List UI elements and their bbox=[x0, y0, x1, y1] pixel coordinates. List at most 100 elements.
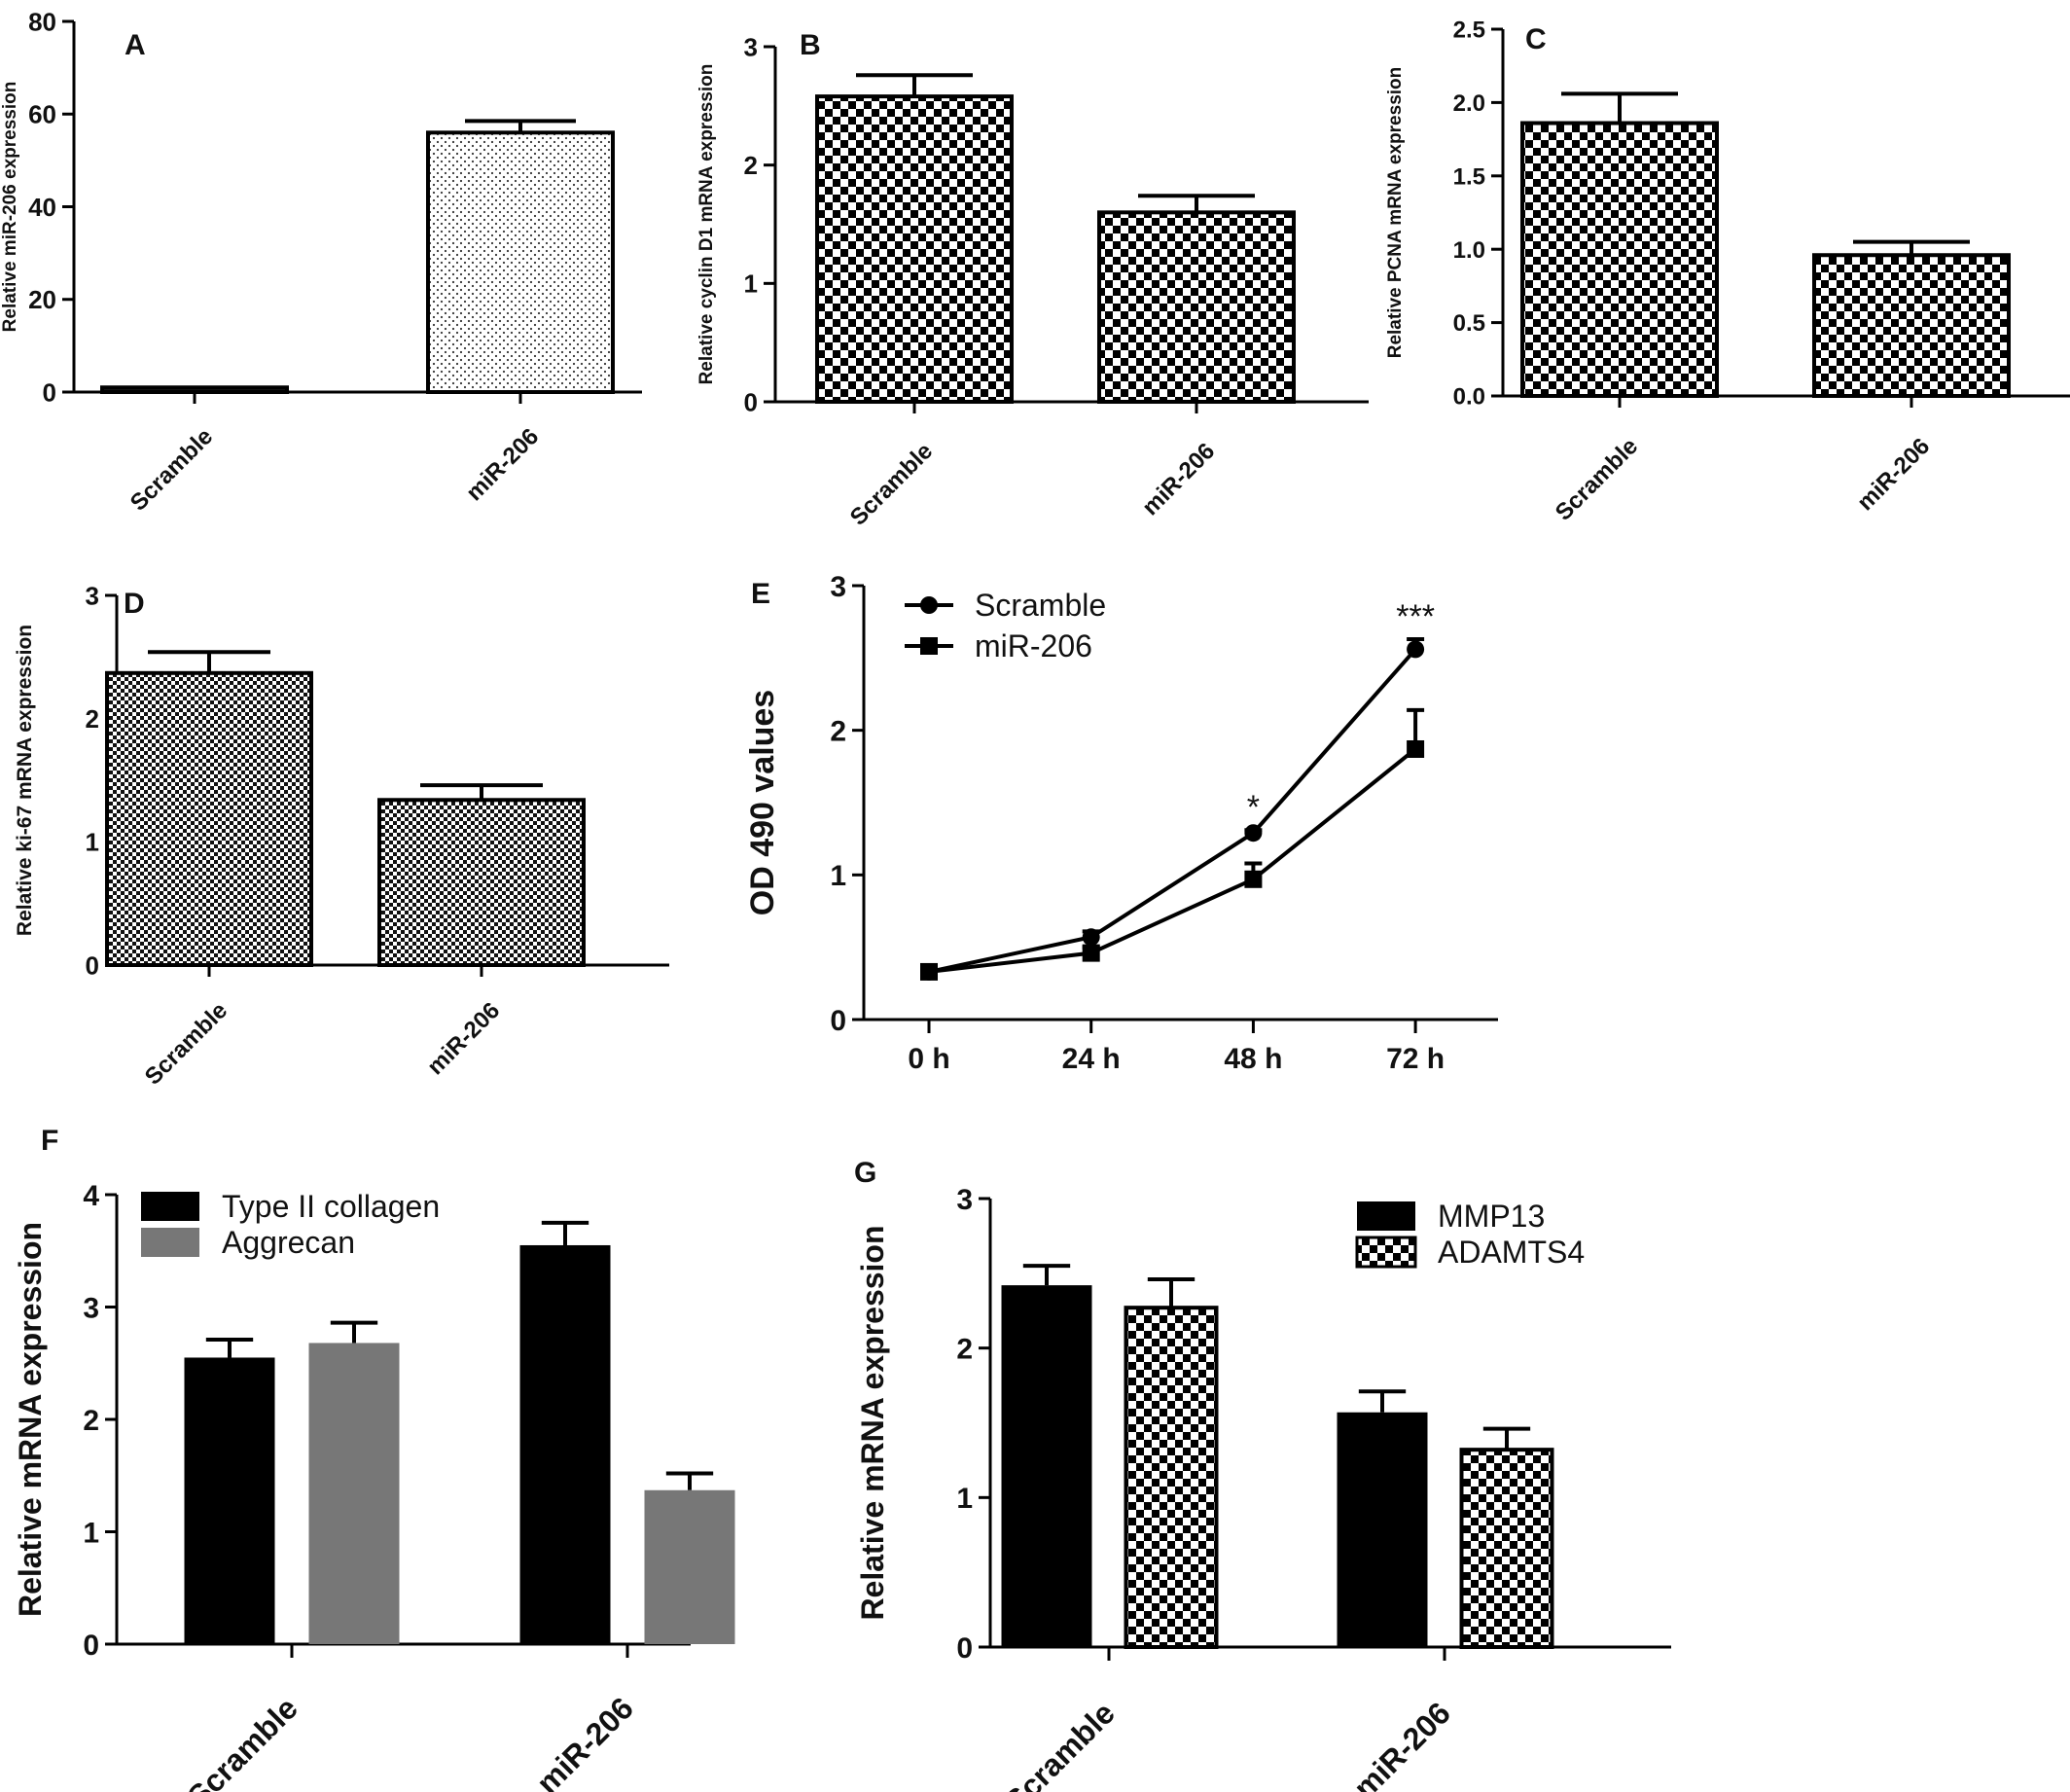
x-category-label: miR-206 bbox=[1137, 438, 1220, 520]
data-point bbox=[1244, 824, 1263, 842]
data-point bbox=[1244, 870, 1263, 888]
panel-c: C 0.0 0.5 1.0 1.5 2.0 2.5 Relative PCNA mRNA ex… bbox=[1385, 18, 2070, 526]
x-tick-label: 24 h bbox=[1062, 1043, 1121, 1075]
x-tick-label: 72 h bbox=[1386, 1043, 1445, 1075]
data-point bbox=[920, 962, 938, 981]
y-tick-label: 0 bbox=[43, 377, 56, 407]
x-category-label: Scramble bbox=[845, 438, 939, 531]
y-tick-label: 1.0 bbox=[1453, 237, 1485, 264]
bar-aggrecan bbox=[308, 1343, 400, 1644]
panel-letter: A bbox=[125, 29, 146, 61]
x-tick-label: 0 h bbox=[908, 1043, 949, 1075]
data-point bbox=[1082, 928, 1100, 947]
y-tick-label: 0 bbox=[744, 387, 758, 416]
y-tick-label: 0.5 bbox=[1453, 310, 1485, 337]
y-tick-label: 1 bbox=[83, 1517, 99, 1549]
y-tick-label: 0 bbox=[956, 1632, 973, 1665]
y-tick-label: 1 bbox=[744, 269, 758, 299]
y-tick-label: 3 bbox=[830, 571, 846, 603]
x-category-label: miR-206 bbox=[1852, 433, 1935, 516]
data-point bbox=[1082, 944, 1100, 962]
y-axis-label: Relative cyclin D1 mRNA expression bbox=[696, 64, 717, 385]
y-tick-label: 2 bbox=[830, 715, 846, 747]
bar-adamts4 bbox=[1459, 1448, 1554, 1650]
x-category-label: Scramble bbox=[1551, 433, 1644, 526]
panel-d: D 0 1 2 3 Relative ki-67 mRNA expression Scram… bbox=[14, 581, 669, 1091]
legend-marker bbox=[920, 596, 938, 614]
data-point bbox=[1407, 739, 1425, 758]
legend-swatch bbox=[1355, 1236, 1417, 1269]
x-category-label: miR-206 bbox=[1346, 1695, 1456, 1792]
bar-mmp13 bbox=[1337, 1412, 1428, 1647]
y-axis-label: Relative mRNA expression bbox=[13, 1222, 48, 1617]
y-tick-label: 0.0 bbox=[1453, 384, 1485, 411]
significance-marker: * bbox=[1247, 789, 1260, 826]
series-line-scramble bbox=[928, 648, 1417, 974]
y-tick-label: 60 bbox=[28, 100, 56, 129]
y-tick-label: 80 bbox=[28, 7, 56, 36]
x-category-label: miR-206 bbox=[422, 997, 505, 1080]
bar bbox=[1097, 210, 1296, 404]
bar bbox=[815, 94, 1014, 404]
y-tick-label: 1.5 bbox=[1453, 163, 1485, 190]
y-axis-label: Relative mRNA expression bbox=[855, 1225, 890, 1620]
legend-marker bbox=[920, 637, 938, 655]
panel-b: B 0 1 2 3 Relative cyclin D1 mRNA expression S… bbox=[696, 29, 1369, 531]
x-tick-label: 48 h bbox=[1224, 1043, 1282, 1075]
bar-mmp13 bbox=[1001, 1285, 1092, 1647]
y-tick-label: 3 bbox=[83, 1292, 99, 1324]
panel-letter: C bbox=[1525, 23, 1547, 55]
legend-label: Type II collagen bbox=[222, 1189, 440, 1224]
y-axis-label: Relative PCNA mRNA expression bbox=[1385, 67, 1406, 359]
data-point bbox=[1407, 640, 1425, 659]
legend-label: miR-206 bbox=[975, 628, 1092, 663]
y-tick-label: 20 bbox=[28, 285, 56, 314]
x-category-label: miR-206 bbox=[461, 423, 544, 506]
significance-marker: *** bbox=[1396, 598, 1435, 635]
legend-swatch bbox=[141, 1192, 199, 1221]
y-tick-label: 2.0 bbox=[1453, 90, 1485, 117]
legend-label: Aggrecan bbox=[222, 1225, 355, 1260]
bar bbox=[426, 130, 615, 395]
y-tick-label: 40 bbox=[28, 193, 56, 222]
y-tick-label: 1 bbox=[956, 1483, 973, 1515]
bar-adamts4 bbox=[1124, 1306, 1219, 1649]
panel-g: G 0 1 2 3 Relative mRNA expression Scramble miR… bbox=[854, 1157, 1671, 1792]
legend-swatch bbox=[1357, 1201, 1415, 1231]
y-tick-label: 3 bbox=[956, 1184, 973, 1216]
bar-type-ii-collagen bbox=[519, 1244, 611, 1644]
bar bbox=[1520, 121, 1719, 399]
legend-swatch bbox=[141, 1228, 199, 1257]
y-tick-label: 2.5 bbox=[1453, 18, 1485, 44]
x-category-label: Scramble bbox=[125, 423, 219, 517]
panel-f: F 0 1 2 3 4 Relative mRNA expression Scramble mi… bbox=[13, 1125, 735, 1792]
y-tick-label: 2 bbox=[86, 704, 99, 734]
y-tick-label: 0 bbox=[83, 1630, 99, 1662]
legend-label: ADAMTS4 bbox=[1438, 1235, 1585, 1270]
y-tick-label: 3 bbox=[744, 32, 758, 61]
panel-letter: E bbox=[751, 578, 770, 610]
bar-aggrecan bbox=[644, 1489, 735, 1644]
panel-letter: D bbox=[124, 588, 145, 620]
bar bbox=[377, 798, 586, 967]
legend-label: Scramble bbox=[975, 588, 1106, 623]
y-tick-label: 1 bbox=[86, 828, 99, 857]
panel-letter: F bbox=[41, 1125, 58, 1157]
bar bbox=[1812, 253, 2011, 398]
y-tick-label: 3 bbox=[86, 581, 99, 610]
x-category-label: Scramble bbox=[181, 1690, 304, 1792]
bar-type-ii-collagen bbox=[184, 1357, 275, 1644]
y-axis-label: Relative ki-67 mRNA expression bbox=[14, 625, 36, 936]
y-tick-label: 2 bbox=[956, 1333, 973, 1365]
panel-a: A 0 20 40 60 80 Relative miR-206 expression Scr… bbox=[0, 7, 642, 517]
panel-letter: B bbox=[800, 29, 821, 61]
y-tick-label: 2 bbox=[744, 151, 758, 180]
legend-label: MMP13 bbox=[1438, 1199, 1545, 1234]
x-category-label: Scramble bbox=[998, 1695, 1122, 1792]
x-category-label: miR-206 bbox=[529, 1690, 639, 1792]
y-axis-label: Relative miR-206 expression bbox=[0, 82, 20, 333]
bar bbox=[105, 670, 313, 967]
y-tick-label: 4 bbox=[83, 1180, 99, 1212]
